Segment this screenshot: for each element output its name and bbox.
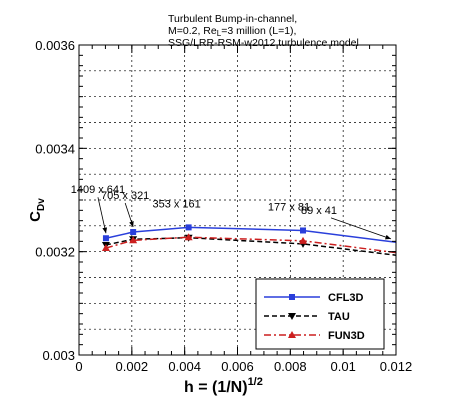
data-point — [102, 235, 109, 242]
data-point — [299, 236, 308, 244]
tick-layer: 0 0.002 0.004 0.006 0.008 0.01 0.012 0.003 0.003… — [35, 38, 412, 374]
data-point — [300, 227, 307, 234]
y-tick-label: 0.0032 — [35, 245, 75, 260]
series-line — [105, 236, 396, 254]
annotation-label: 177 x 81 — [268, 201, 310, 213]
y-tick-label: 0.003 — [42, 348, 75, 363]
chart-title: Turbulent Bump-in-channel, M=0.2, ReL=3 … — [168, 13, 359, 49]
x-tick-label: 0.004 — [168, 359, 201, 374]
annotation-label: 89 x 41 — [301, 205, 337, 217]
x-tick-label: 0.002 — [116, 359, 149, 374]
x-tick-label: 0.006 — [221, 359, 254, 374]
series-cfl3d — [102, 224, 412, 247]
series-line — [105, 236, 396, 256]
data-point — [405, 250, 413, 257]
data-point — [185, 224, 192, 231]
y-axis-label: CDv — [27, 198, 47, 222]
y-tick-label: 0.0036 — [35, 38, 75, 53]
series-fun3d — [101, 233, 413, 257]
annotation-label: 705 x 321 — [101, 190, 149, 202]
legend-label-tau: TAU — [328, 311, 350, 323]
legend-marker-fun3d — [288, 331, 296, 338]
x-tick-label: 0.008 — [274, 359, 307, 374]
data-point — [129, 236, 138, 244]
title-line-1: Turbulent Bump-in-channel, — [168, 13, 297, 25]
x-tick-label: 0.012 — [380, 359, 413, 374]
x-axis-label: h = (1/N)1/2 — [184, 376, 263, 396]
data-point — [406, 241, 412, 247]
annotation-arrow — [124, 202, 134, 228]
x-tick-label: 0.01 — [331, 359, 356, 374]
title-line-3: SSG/LRR-RSM-w2012 turbulence model — [168, 37, 359, 49]
legend-box — [255, 278, 385, 350]
grid — [79, 45, 396, 355]
data-point — [101, 244, 110, 252]
legend-marker-tau — [288, 313, 296, 320]
data-point — [405, 254, 413, 261]
annotation-arrow — [97, 197, 108, 234]
title-line-2: M=0.2, ReL=3 million (L=1), — [168, 25, 296, 38]
series-layer — [101, 224, 413, 261]
annotation-arrow — [330, 217, 392, 240]
data-point — [184, 233, 193, 241]
legend-marker-cfl3d — [289, 294, 295, 300]
annotation-label: 353 x 161 — [152, 198, 200, 210]
x-tick-label: 0 — [75, 359, 82, 374]
legend: CFL3D TAU FUN3D — [255, 278, 385, 350]
data-point — [130, 229, 137, 236]
annotation-label: 1409 x 641 — [71, 184, 125, 196]
y-tick-label: 0.0034 — [35, 141, 75, 156]
legend-label-cfl3d: CFL3D — [328, 292, 364, 304]
legend-label-fun3d: FUN3D — [328, 330, 365, 342]
